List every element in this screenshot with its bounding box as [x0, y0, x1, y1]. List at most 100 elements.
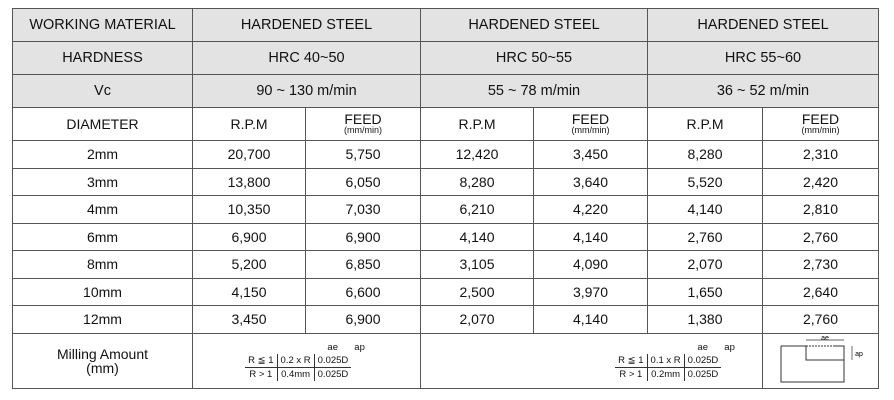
data-cell: 5,750: [305, 140, 421, 169]
mini-empty: [615, 341, 647, 354]
mini-empty: [245, 341, 277, 354]
data-cell: 4,140: [647, 195, 763, 224]
diameter: 2mm: [12, 140, 193, 169]
mini-cond: R ≦ 1: [615, 353, 648, 368]
row-label: WORKING MATERIAL: [12, 8, 193, 42]
data-cell: 4,220: [533, 195, 648, 224]
mini-val: 0.025D: [683, 353, 722, 368]
column-title: R.P.M: [686, 116, 724, 132]
data-cell: 6,850: [305, 250, 421, 279]
data-cell: 6,600: [305, 277, 421, 306]
data-cell: 4,140: [533, 305, 648, 334]
column-title: R.P.M: [230, 116, 268, 132]
diagram-label: ae: [821, 335, 829, 342]
diameter: 6mm: [12, 222, 193, 251]
unit: (mm/min): [571, 125, 610, 135]
data-cell: 5,520: [647, 167, 763, 196]
header-cell: HARDENED STEEL: [647, 8, 879, 42]
milling-label: Milling Amount (mm): [12, 332, 193, 389]
header-row: HARDNESS HRC 40~50 HRC 50~55 HRC 55~60: [12, 41, 879, 75]
workpiece: [780, 345, 844, 383]
row-label: HARDNESS: [12, 41, 193, 75]
data-cell: 10,350: [192, 195, 306, 224]
data-cell: 6,900: [192, 222, 306, 251]
diameter: 10mm: [12, 277, 193, 306]
data-row: 3mm 13,800 6,050 8,280 3,640 5,520 2,420: [12, 167, 879, 196]
sub-header-row: DIAMETER R.P.M FEED (mm/min) R.P.M FEED (mm/mi…: [12, 107, 879, 141]
mini-wrap: ae ap R ≦ 1 0.1 x R 0.025D R > 1 0.2mm 0.025D: [591, 341, 762, 381]
column-header: FEED (mm/min): [305, 107, 421, 141]
data-cell: 2,760: [647, 222, 763, 251]
diameter: 3mm: [12, 167, 193, 196]
data-cell: 2,420: [762, 167, 879, 196]
cut: [805, 345, 844, 361]
data-cell: 2,810: [762, 195, 879, 224]
column-header: R.P.M: [647, 107, 763, 141]
diameter: 12mm: [12, 305, 193, 334]
data-cell: 2,640: [762, 277, 879, 306]
header-cell: HRC 40~50: [192, 41, 421, 75]
data-cell: 2,760: [762, 222, 879, 251]
data-cell: 3,970: [533, 277, 648, 306]
data-cell: 6,210: [420, 195, 534, 224]
column-title: FEED: [801, 111, 840, 127]
data-row: 2mm 20,700 5,750 12,420 3,450 8,280 2,310: [12, 140, 879, 169]
mini-val: 0.025D: [313, 367, 352, 381]
data-cell: 2,070: [647, 250, 763, 279]
table-wrap: WORKING MATERIAL HARDENED STEEL HARDENED S…: [12, 8, 879, 389]
diameter: 8mm: [12, 250, 193, 279]
mini-empty: [647, 341, 684, 354]
mini-val: 0.025D: [683, 367, 722, 381]
unit: (mm/min): [344, 125, 382, 135]
mini-col: ap: [354, 341, 365, 353]
mini-row: R > 1 0.4mm 0.025D: [245, 367, 368, 381]
mini-row: R > 1 0.2mm 0.025D: [615, 367, 738, 381]
diagram-label: ap: [855, 351, 863, 358]
header-cell: HRC 50~55: [420, 41, 648, 75]
label-line: Milling Amount: [56, 345, 149, 362]
header-row: Vc 90 ~ 130 m/min 55 ~ 78 m/min 36 ~ 52 m/m…: [12, 74, 879, 108]
data-cell: 7,030: [305, 195, 421, 224]
mini-cond: R ≦ 1: [245, 353, 278, 368]
data-cell: 2,310: [762, 140, 879, 169]
header-cell: HARDENED STEEL: [192, 8, 421, 42]
mini-col: ae: [327, 341, 338, 353]
column-header: FEED (mm/min): [533, 107, 648, 141]
column-title: R.P.M: [458, 116, 496, 132]
label-line: (mm): [86, 359, 119, 376]
mini-val: 0.4mm: [276, 367, 315, 381]
column-header: R.P.M: [420, 107, 534, 141]
mini-row: R ≦ 1 0.2 x R 0.025D: [245, 353, 368, 368]
data-cell: 4,140: [533, 222, 648, 251]
row-label: DIAMETER: [12, 107, 193, 141]
data-cell: 20,700: [192, 140, 306, 169]
diagram-cell: ae ap: [762, 332, 879, 389]
data-cell: 6,900: [305, 222, 421, 251]
header-cell: HARDENED STEEL: [420, 8, 648, 42]
mini-col: ae: [697, 341, 708, 353]
mini-col: ap: [724, 341, 735, 353]
data-cell: 3,105: [420, 250, 534, 279]
data-cell: 2,760: [762, 305, 879, 334]
mini-val: 0.1 x R: [646, 353, 685, 368]
mini-cond: R > 1: [249, 368, 273, 380]
mini-val: 0.025D: [313, 353, 352, 368]
data-cell: 2,070: [420, 305, 534, 334]
table: WORKING MATERIAL HARDENED STEEL HARDENED S…: [12, 8, 879, 389]
mini-header: ae ap: [245, 341, 368, 354]
mini-val: 0.2mm: [646, 367, 685, 381]
data-cell: 8,280: [647, 140, 763, 169]
mini-table: ae ap R ≦ 1 0.2 x R 0.025D R > 1 0.4mm 0.025D: [245, 341, 368, 381]
row-label: Vc: [12, 74, 193, 108]
column-title: FEED: [344, 111, 382, 127]
data-cell: 1,380: [647, 305, 763, 334]
mini-header: ae ap: [615, 341, 738, 354]
data-cell: 4,140: [420, 222, 534, 251]
data-cell: 4,090: [533, 250, 648, 279]
header-cell: 90 ~ 130 m/min: [192, 74, 421, 108]
mini-empty: [277, 341, 314, 354]
data-cell: 8,280: [420, 167, 534, 196]
data-row: 4mm 10,350 7,030 6,210 4,220 4,140 2,810: [12, 195, 879, 224]
column-header: FEED (mm/min): [762, 107, 879, 141]
data-row: 12mm 3,450 6,900 2,070 4,140 1,380 2,760: [12, 305, 879, 334]
